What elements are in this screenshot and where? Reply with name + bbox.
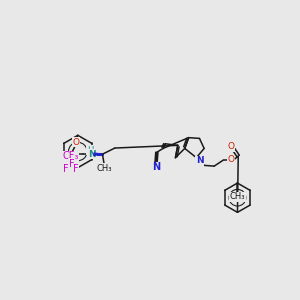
Text: N: N [88,150,96,159]
Text: CH₃: CH₃ [230,192,245,201]
Text: F: F [74,164,79,174]
Text: O: O [228,155,235,164]
Text: N: N [196,156,203,165]
Text: F: F [69,159,74,169]
Text: N: N [152,162,160,172]
Text: F: F [63,164,68,174]
Text: CF₃: CF₃ [63,151,79,161]
Text: H: H [87,146,93,155]
Polygon shape [94,153,103,155]
Text: CH₃: CH₃ [96,164,112,172]
Text: O: O [228,142,235,152]
Text: O: O [73,138,80,147]
Text: O: O [66,155,73,164]
